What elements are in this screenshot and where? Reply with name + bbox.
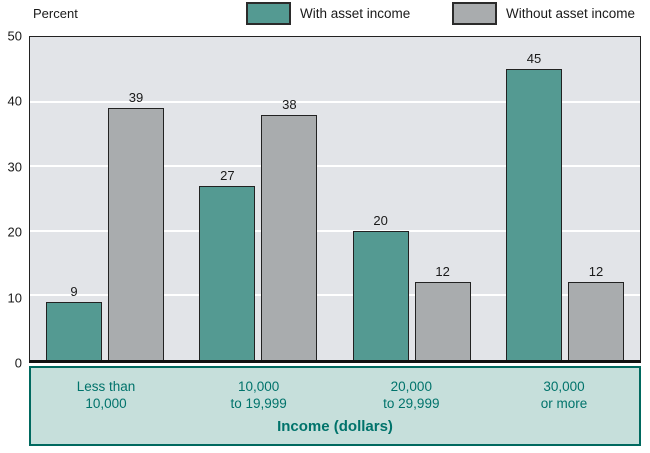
bar-group: 20 12	[352, 37, 471, 360]
legend-swatch-gray-icon	[452, 2, 497, 25]
x-axis-band: Less than 10,000 10,000 to 19,999 20,000 to 2…	[29, 366, 641, 446]
y-tick-label: 30	[7, 159, 22, 175]
y-tick-label: 50	[7, 28, 22, 44]
y-axis: 0 10 20 30 40 50	[0, 29, 25, 371]
gridline	[30, 100, 640, 103]
bar-with-asset-income: 45	[505, 51, 562, 360]
category-label: 30,000 or more	[540, 379, 588, 411]
legend-swatch-teal-icon	[246, 2, 291, 25]
legend-item-with-asset-income: With asset income	[246, 2, 410, 25]
bar-with-asset-income: 20	[352, 213, 409, 360]
gridline	[30, 165, 640, 168]
x-axis-title: Income (dollars)	[277, 418, 393, 435]
bar-value-label: 9	[70, 283, 78, 299]
gridline	[30, 294, 640, 297]
bar-value-label: 20	[373, 212, 388, 228]
bar-without-asset-income: 38	[261, 97, 318, 360]
bar-group: 45 12	[505, 37, 624, 360]
gridline	[30, 229, 640, 232]
bar-with-asset-income: 9	[46, 284, 102, 360]
y-tick-label: 40	[7, 93, 22, 109]
bar-with-asset-income: 27	[199, 168, 256, 360]
y-axis-title: Percent	[33, 6, 78, 21]
bar-groups: 9 39 27 38 20 12 45 12	[30, 37, 640, 360]
legend-item-without-asset-income: Without asset income	[452, 2, 635, 25]
category-label: 10,000 to 19,999	[230, 379, 287, 411]
y-tick-label: 20	[7, 224, 22, 240]
y-tick-label: 0	[14, 355, 22, 371]
bar-value-label: 38	[282, 96, 297, 112]
legend-label: Without asset income	[506, 6, 636, 21]
category-label: 20,000 to 29,999	[383, 379, 440, 411]
bar-value-label: 12	[435, 264, 450, 280]
category-label: Less than 10,000	[76, 379, 136, 411]
bar-value-label: 39	[128, 90, 144, 106]
legend-label: With asset income	[300, 6, 411, 21]
bar-without-asset-income: 39	[108, 90, 164, 360]
bar-without-asset-income: 12	[567, 264, 624, 360]
bar-group: 27 38	[199, 37, 318, 360]
bar-value-label: 12	[588, 264, 604, 280]
category-labels: Less than 10,000 10,000 to 19,999 20,000 to 2…	[31, 368, 639, 412]
bar-without-asset-income: 12	[414, 264, 471, 360]
y-tick-label: 10	[7, 290, 22, 306]
bar-value-label: 45	[526, 51, 542, 67]
bar-value-label: 27	[220, 167, 235, 183]
plot-area: 9 39 27 38 20 12 45 12	[29, 36, 641, 363]
bar-group: 9 39	[46, 37, 164, 360]
